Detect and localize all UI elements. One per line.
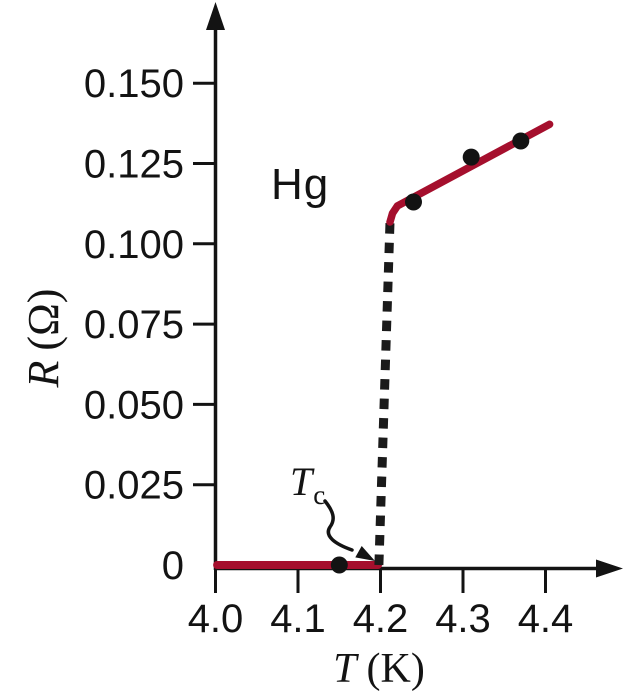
tc-arrowhead-icon: [355, 546, 375, 561]
data-point: [512, 132, 530, 150]
y-tick-label: 0.100: [84, 223, 184, 267]
critical-temperature-label: Tc: [290, 458, 325, 511]
x-axis-symbol: T: [333, 646, 357, 692]
x-axis-unit: (K): [366, 646, 425, 692]
y-tick-label: 0: [162, 544, 184, 588]
x-tick-label: 4.3: [435, 597, 491, 641]
tc-arrow-curve: [323, 499, 354, 552]
y-tick-label: 0.075: [84, 303, 184, 347]
x-axis-title: T (K): [296, 645, 462, 693]
tc-subscript: c: [313, 480, 326, 510]
x-tick-label: 4.0: [188, 597, 244, 641]
y-axis-title: R (Ω): [18, 252, 70, 424]
data-point: [405, 193, 422, 211]
y-tick-label: 0.025: [84, 464, 184, 508]
data-point: [330, 556, 348, 574]
y-axis-symbol: R: [19, 360, 68, 388]
data-point: [462, 148, 480, 166]
material-label: Hg: [271, 160, 330, 209]
y-axis-arrowhead-icon: [206, 2, 225, 30]
x-tick-label: 4.4: [518, 597, 574, 641]
y-tick-label: 0.050: [84, 383, 184, 427]
y-tick-label: 0.125: [84, 143, 184, 187]
y-axis-unit: (Ω): [19, 288, 68, 351]
series-transition-jump: [374, 221, 395, 566]
y-tick-label: 0.150: [84, 62, 184, 106]
x-tick-label: 4.1: [270, 597, 326, 641]
tc-symbol: T: [290, 459, 313, 504]
x-tick-label: 4.2: [353, 597, 409, 641]
x-axis-arrowhead-icon: [596, 559, 623, 578]
